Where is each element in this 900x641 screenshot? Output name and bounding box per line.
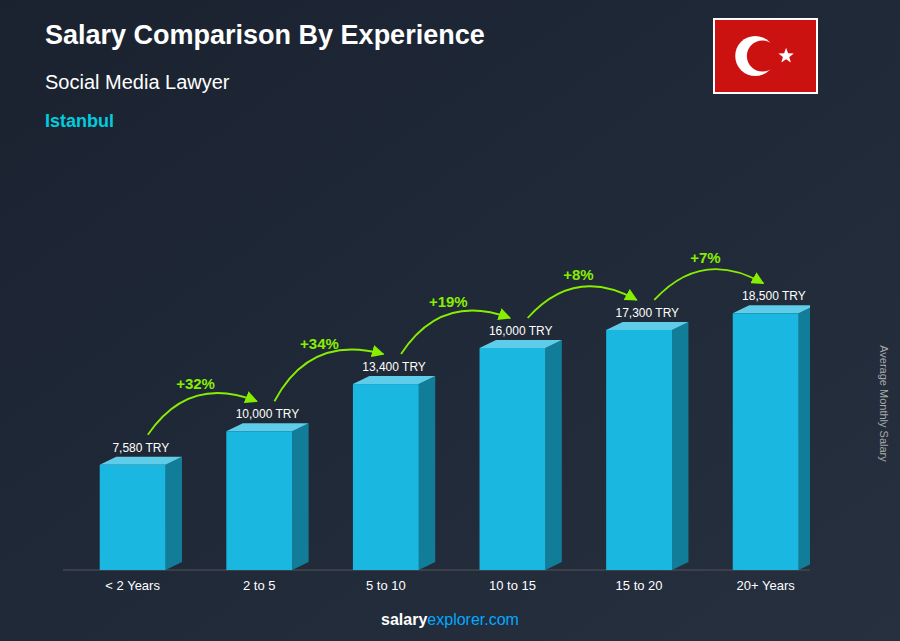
- bar-top: [100, 457, 182, 465]
- title: Salary Comparison By Experience: [45, 20, 485, 50]
- value-label: 13,400 TRY: [362, 360, 426, 374]
- change-label: +19%: [429, 293, 468, 310]
- change-label: +32%: [176, 375, 215, 392]
- chart-svg: Salary Comparison By Experience Social Me…: [0, 0, 900, 641]
- bar-top: [606, 322, 688, 330]
- bar-side: [799, 305, 810, 570]
- change-arrow: [401, 311, 510, 355]
- value-label: 7,580 TRY: [112, 441, 169, 455]
- bar-side: [292, 423, 308, 570]
- bar: [606, 330, 672, 570]
- value-label: 17,300 TRY: [616, 306, 680, 320]
- flag-field: [714, 19, 817, 93]
- change-arrow: [274, 349, 383, 401]
- bar-top: [226, 423, 308, 431]
- bar-top: [733, 305, 810, 313]
- flag-star: [778, 48, 793, 63]
- flag-crescent-inner: [747, 40, 778, 71]
- x-axis-line: [63, 570, 810, 571]
- bar: [733, 313, 799, 570]
- value-label: 18,500 TRY: [742, 289, 806, 303]
- bars: [100, 305, 810, 570]
- x-tick-label: 2 to 5: [243, 578, 276, 593]
- bar-side: [672, 322, 688, 570]
- bar-top: [480, 340, 562, 348]
- change-arrow: [528, 286, 637, 318]
- x-tick-label: 20+ Years: [737, 578, 796, 593]
- bar: [100, 465, 166, 570]
- change-label: +7%: [690, 249, 720, 266]
- footer-explorer: explorer.com: [427, 611, 519, 628]
- bar-side: [419, 376, 435, 570]
- bar-side: [545, 340, 561, 570]
- change-arrow: [654, 269, 763, 300]
- footer-salary: salary: [381, 611, 427, 628]
- y-axis-label: Average Monthly Salary: [878, 345, 890, 462]
- bar: [226, 431, 292, 570]
- value-label: 16,000 TRY: [489, 324, 553, 338]
- bar: [353, 384, 419, 570]
- change-arrows: +32% +34% +19% +8% +7%: [148, 249, 763, 435]
- value-label: 10,000 TRY: [236, 407, 300, 421]
- bar-top: [353, 376, 435, 384]
- chart-container: Salary Comparison By Experience Social Me…: [0, 0, 900, 641]
- x-tick-label: < 2 Years: [105, 578, 160, 593]
- x-tick-label: 10 to 15: [489, 578, 536, 593]
- flag: [714, 19, 817, 93]
- labels: 7,580 TRY < 2 Years 10,000 TRY 2 to 5 13,400…: [105, 289, 805, 593]
- footer: salaryexplorer.com: [381, 611, 519, 628]
- subtitle: Social Media Lawyer: [45, 71, 230, 93]
- change-arrow: [148, 393, 257, 435]
- x-tick-label: 15 to 20: [616, 578, 663, 593]
- x-tick-label: 5 to 10: [366, 578, 406, 593]
- change-label: +34%: [300, 335, 339, 352]
- background: [0, 0, 900, 641]
- bar-side: [166, 457, 182, 570]
- bar: [480, 348, 546, 570]
- change-label: +8%: [563, 266, 593, 283]
- city: Istanbul: [45, 111, 114, 131]
